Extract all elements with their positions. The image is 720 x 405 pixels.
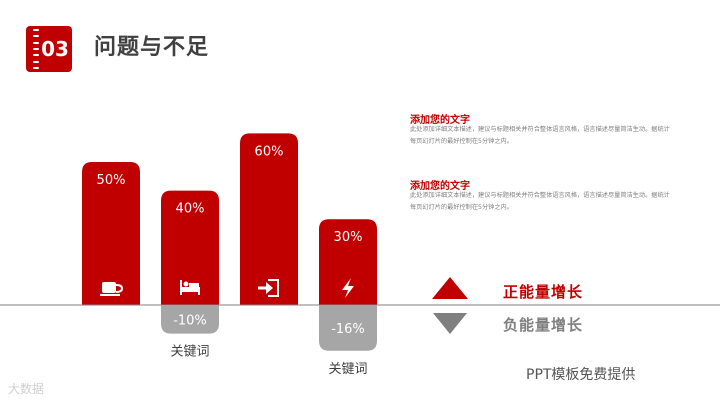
bar-value-label: 30% <box>334 230 363 245</box>
coffee-cup-icon <box>100 282 124 296</box>
note-title: 添加您的文字 <box>410 115 470 126</box>
section-number: 03 <box>41 37 69 61</box>
page-title: 问题与不足 <box>94 35 210 60</box>
label-group: 50% 40% -10% 关键词 60% 30% -16% 关键词 <box>97 144 368 376</box>
bar-value-label: 40% <box>176 202 205 217</box>
bed-icon <box>180 280 200 295</box>
positive-bar <box>319 219 377 305</box>
icon-group <box>100 278 354 298</box>
footer-logo: 大数据 <box>8 382 45 396</box>
sign-in-icon <box>258 279 279 297</box>
note-body: 此处添加详细文本描述，建议与标题相关并符合整体语言风格，语言描述尽量简洁生动。据… <box>410 192 670 211</box>
positive-bar <box>240 133 298 305</box>
negative-bar-group <box>161 305 377 351</box>
up-triangle-icon <box>432 277 468 299</box>
note-body: 此处添加详细文本描述，建议与标题相关并符合整体语言风格，语言描述尽量简洁生动。据… <box>410 126 670 145</box>
negative-bar <box>319 305 377 351</box>
positive-bar <box>161 190 219 305</box>
positive-bar <box>82 162 140 305</box>
notebook-rings-icon <box>33 29 39 69</box>
bar-value-label: -10% <box>173 313 207 328</box>
bar-value-label: -16% <box>331 322 365 337</box>
legend-negative-label: 负能量增长 <box>503 316 584 334</box>
bar-value-label: 60% <box>255 144 284 159</box>
down-triangle-icon <box>433 313 467 334</box>
negative-bar <box>161 305 219 334</box>
bar-group <box>82 133 377 305</box>
category-label: 关键词 <box>328 362 367 377</box>
category-label: 关键词 <box>170 345 209 360</box>
lightning-bolt-icon <box>342 278 354 298</box>
legend-triangles <box>432 277 468 334</box>
bar-value-label: 50% <box>97 173 126 188</box>
footer-brand: PPT模板免费提供 <box>526 367 636 383</box>
legend-positive-label: 正能量增长 <box>503 283 584 301</box>
note-title: 添加您的文字 <box>410 181 470 192</box>
